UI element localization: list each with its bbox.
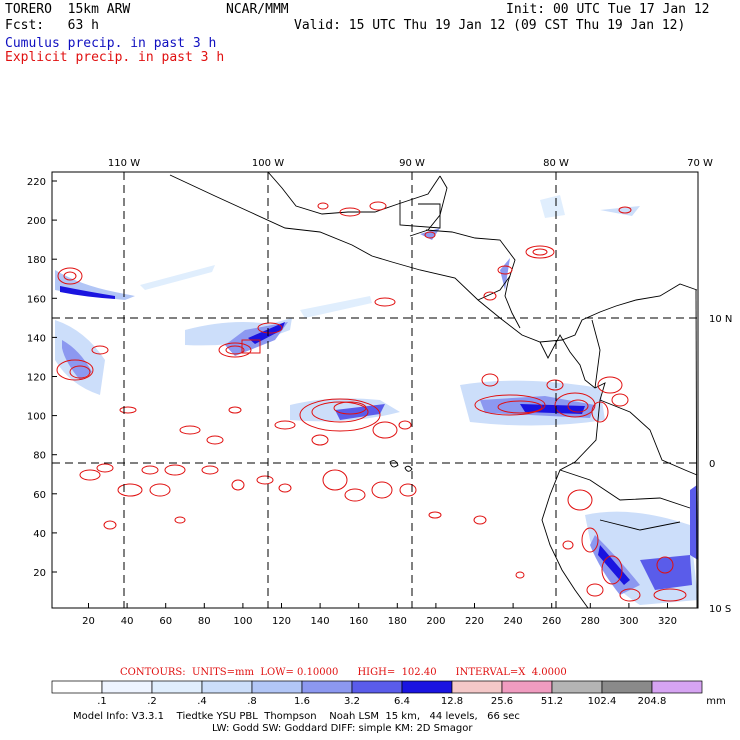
model-title: TORERO 15km ARW (5, 2, 131, 17)
colorbar-labels: .1 .2 .4 .8 1.6 3.2 6.4 12.8 25.6 51.2 102.4 204.8 m… (0, 696, 740, 708)
colorbar-label: 6.4 (394, 696, 410, 707)
y-tick-label: 40 (33, 529, 46, 540)
colorbar-swatch (501, 680, 553, 694)
x-tick-label: 300 (619, 616, 638, 627)
valid-time: Valid: 15 UTC Thu 19 Jan 12 (09 CST Thu … (294, 18, 686, 33)
lon-label-90w: 90 W (399, 158, 425, 169)
x-tick-label: 140 (311, 616, 330, 627)
explicit-field-label: Explicit precip. in past 3 h (5, 50, 225, 65)
x-tick-label: 120 (272, 616, 291, 627)
colorbar-label: 12.8 (440, 696, 464, 707)
lon-label-110w: 110 W (108, 158, 140, 169)
colorbar-swatch (101, 680, 153, 694)
colorbar-unit: mm (706, 696, 726, 707)
x-tick-label: 20 (82, 616, 95, 627)
explicit-precip-contours (56, 201, 687, 602)
colorbar-swatch (651, 680, 703, 694)
x-tick-label: 100 (233, 616, 252, 627)
init-time: Init: 00 UTC Tue 17 Jan 12 (506, 2, 710, 17)
x-tick-label: 180 (388, 616, 407, 627)
x-tick-label: 160 (349, 616, 368, 627)
colorbar-swatch (251, 680, 303, 694)
colorbar-label: 1.6 (294, 696, 310, 707)
lon-label-80w: 80 W (543, 158, 569, 169)
x-tick-label: 60 (159, 616, 172, 627)
y-tick-label: 20 (33, 568, 46, 579)
colorbar-label: .1 (97, 696, 107, 707)
x-tick-label: 80 (198, 616, 211, 627)
colorbar-label: .4 (197, 696, 207, 707)
forecast-hour: Fcst: 63 h (5, 18, 99, 33)
colorbar-swatch (551, 680, 603, 694)
colorbar-swatch (201, 680, 253, 694)
colorbar-swatch (351, 680, 403, 694)
map-frame (51, 171, 699, 609)
colorbar-swatch (601, 680, 653, 694)
colorbar-swatch (451, 680, 503, 694)
x-tick-label: 280 (581, 616, 600, 627)
y-tick-label: 60 (33, 490, 46, 501)
y-tick-label: 180 (27, 255, 46, 266)
colorbar-label: 51.2 (540, 696, 564, 707)
x-tick-label: 240 (504, 616, 523, 627)
cumulus-field-label: Cumulus precip. in past 3 h (5, 36, 217, 51)
y-axis-ticks: 220 200 180 160 140 120 100 80 60 40 20 (27, 177, 57, 579)
y-tick-label: 100 (27, 412, 46, 423)
contour-info: CONTOURS: UNITS=mm LOW= 0.10000 HIGH= 10… (120, 667, 567, 678)
colorbar-label: .2 (147, 696, 157, 707)
colorbar-swatch (51, 680, 103, 694)
model-info-line2: LW: Godd SW: Goddard DIFF: simple KM: 2D… (212, 723, 473, 734)
colorbar-label: 204.8 (637, 696, 667, 707)
x-tick-label: 200 (426, 616, 445, 627)
y-tick-label: 200 (27, 216, 46, 227)
y-tick-label: 160 (27, 294, 46, 305)
x-tick-label: 320 (658, 616, 677, 627)
lon-label-70w: 70 W (687, 158, 713, 169)
colorbar-label: 102.4 (587, 696, 617, 707)
lat-lon-grid (52, 172, 698, 608)
org-label: NCAR/MMM (226, 2, 289, 17)
colorbar-swatch (301, 680, 353, 694)
colorbar-swatch (401, 680, 453, 694)
x-tick-label: 40 (121, 616, 134, 627)
y-tick-label: 140 (27, 333, 46, 344)
x-tick-label: 220 (465, 616, 484, 627)
colorbar-swatch (151, 680, 203, 694)
x-tick-label: 260 (542, 616, 561, 627)
lat-label-10n: 10 N (709, 314, 732, 325)
x-axis-ticks: 20 40 60 80 100 120 140 160 180 200 220 240 260 280 30… (82, 603, 677, 627)
y-tick-label: 80 (33, 451, 46, 462)
colorbar-label: .8 (247, 696, 257, 707)
model-info-line1: Model Info: V3.3.1 Tiedtke YSU PBL Thomp… (73, 711, 520, 722)
y-tick-label: 220 (27, 177, 46, 188)
lon-label-100w: 100 W (252, 158, 284, 169)
lat-label-10s: 10 S (709, 604, 731, 615)
y-tick-label: 120 (27, 373, 46, 384)
lat-label-0: 0 (709, 459, 715, 470)
colorbar-label: 3.2 (344, 696, 360, 707)
colorbar-label: 25.6 (490, 696, 514, 707)
